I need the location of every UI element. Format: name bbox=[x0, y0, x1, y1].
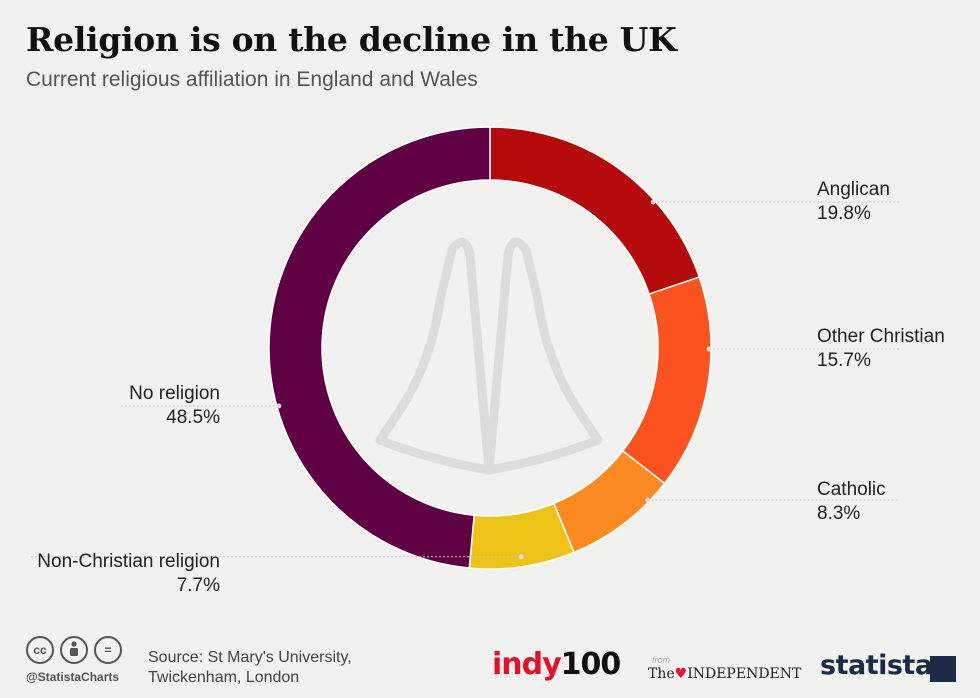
slice-label: Catholic 8.3% bbox=[817, 478, 886, 526]
source-note: Source: St Mary's University, Twickenham… bbox=[148, 648, 352, 688]
praying-hands-icon bbox=[375, 237, 603, 475]
independent-logo: The♥INDEPENDENT bbox=[648, 666, 802, 682]
no-derivatives-icon: = bbox=[94, 636, 122, 664]
chart-title: Religion is on the decline in the UK bbox=[26, 20, 677, 59]
slice-value: 15.7% bbox=[817, 350, 871, 371]
slice-name: Other Christian bbox=[817, 326, 945, 347]
statista-logo: statista bbox=[820, 650, 933, 681]
slice-value: 19.8% bbox=[817, 203, 871, 224]
slice-label: No religion 48.5% bbox=[129, 382, 220, 430]
statista-logo-icon bbox=[930, 656, 956, 682]
leader-dot bbox=[650, 199, 656, 205]
source-line-1: Source: St Mary's University, bbox=[148, 649, 352, 666]
source-line-2: Twickenham, London bbox=[148, 669, 300, 686]
slice-value: 7.7% bbox=[176, 575, 220, 596]
license-icons: cc = bbox=[26, 636, 122, 664]
from-label: from bbox=[652, 655, 670, 665]
slice-anglican bbox=[489, 126, 701, 296]
slice-other-christian bbox=[621, 276, 712, 485]
cc-icon: cc bbox=[26, 636, 54, 664]
chart-subtitle: Current religious affiliation in England… bbox=[26, 68, 478, 91]
statista-handle: @StatistaCharts bbox=[26, 670, 120, 684]
leader-dot bbox=[518, 554, 524, 560]
slice-name: Catholic bbox=[817, 479, 886, 500]
leader-dot bbox=[706, 346, 712, 352]
slice-no-religion bbox=[268, 126, 491, 569]
indy100-logo: indy100 bbox=[492, 647, 621, 682]
slice-label: Non-Christian religion 7.7% bbox=[37, 550, 220, 598]
slice-non-christian-religion bbox=[468, 502, 575, 570]
slice-name: Non-Christian religion bbox=[37, 551, 220, 572]
slice-name: No religion bbox=[129, 383, 220, 404]
slice-value: 8.3% bbox=[817, 503, 861, 524]
leader-dot bbox=[276, 403, 282, 409]
slice-label: Other Christian 15.7% bbox=[817, 325, 945, 373]
attribution-icon bbox=[60, 636, 88, 664]
slice-label: Anglican 19.8% bbox=[817, 178, 890, 226]
slice-name: Anglican bbox=[817, 179, 890, 200]
leader-dot bbox=[645, 497, 651, 503]
slice-value: 48.5% bbox=[166, 407, 220, 428]
